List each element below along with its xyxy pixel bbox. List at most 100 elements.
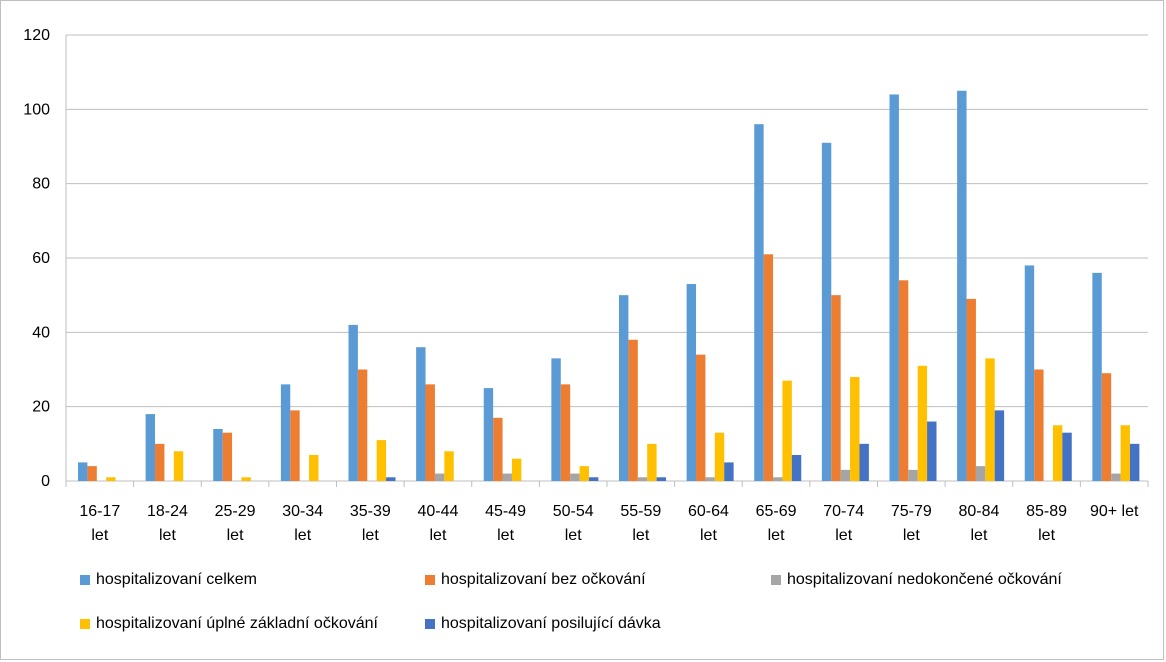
bar (155, 443, 165, 481)
bar (840, 469, 851, 481)
bar (705, 477, 715, 481)
bar (173, 451, 184, 481)
x-category-label: 16-17 (79, 503, 120, 520)
y-tick-label: 80 (32, 176, 50, 193)
bar (831, 295, 841, 481)
y-tick-label: 40 (32, 324, 50, 341)
bar (588, 477, 599, 481)
bar (570, 473, 580, 481)
x-category-label: 75-79 (891, 503, 932, 520)
bar (444, 451, 454, 481)
bar (551, 358, 561, 481)
legend-item: hospitalizovaní celkem (80, 570, 257, 590)
x-category-label: 18-24 (147, 503, 188, 520)
legend-swatch (80, 619, 90, 629)
bar (782, 380, 792, 481)
bar (78, 462, 88, 481)
x-category-label: let (700, 527, 717, 544)
bar (416, 347, 426, 481)
x-category-label: let (632, 527, 649, 544)
legend-swatch (80, 575, 90, 585)
x-category-label: let (159, 527, 176, 544)
x-category-label: let (903, 527, 920, 544)
legend-item: hospitalizovaní bez očkování (425, 570, 646, 590)
legend-label: hospitalizovaní posilující dávka (441, 615, 661, 632)
bar (145, 414, 156, 481)
x-category-label: 40-44 (417, 503, 458, 520)
bar (850, 376, 860, 481)
bar (889, 94, 899, 481)
bar (106, 477, 116, 481)
bar (1101, 373, 1112, 481)
bar (241, 477, 251, 481)
bar (773, 477, 783, 481)
x-category-label: 60-64 (688, 503, 729, 520)
bar (309, 454, 319, 481)
x-category-label: let (429, 527, 446, 544)
bar (386, 477, 396, 481)
x-category-label: 45-49 (485, 503, 526, 520)
x-category-label: 25-29 (215, 503, 256, 520)
x-category-label: 55-59 (620, 503, 661, 520)
bar (994, 410, 1005, 481)
bar (425, 384, 435, 481)
bar (376, 440, 387, 481)
x-category-label: let (294, 527, 311, 544)
legend-label: hospitalizovaní bez očkování (441, 571, 646, 588)
bar (290, 410, 300, 481)
bar (628, 339, 638, 481)
bar (898, 280, 909, 481)
y-tick-label: 0 (41, 473, 50, 490)
y-tick-label: 120 (23, 27, 50, 44)
x-category-label: let (497, 527, 514, 544)
x-category-label: 70-74 (823, 503, 864, 520)
bar (696, 354, 706, 481)
bar (859, 443, 869, 481)
x-category-label: let (768, 527, 785, 544)
bar (1052, 425, 1063, 481)
x-category-label: let (362, 527, 379, 544)
x-category-label: 30-34 (282, 503, 323, 520)
bar (357, 369, 368, 481)
legend-swatch (771, 575, 781, 585)
x-category-label: 85-89 (1026, 503, 1067, 520)
bar (579, 466, 589, 481)
bar (502, 473, 512, 481)
x-category-label: 50-54 (553, 503, 594, 520)
legend-label: hospitalizovaní celkem (96, 571, 257, 588)
y-tick-label: 20 (32, 399, 50, 416)
bar (985, 358, 995, 481)
bar (280, 384, 291, 481)
x-category-label: let (91, 527, 108, 544)
x-category-label: let (835, 527, 852, 544)
legend-label: hospitalizovaní úplné základní očkování (96, 615, 378, 632)
bar (511, 458, 522, 481)
bar (483, 388, 494, 481)
legend-item: hospitalizovaní posilující dávka (425, 614, 661, 634)
bar (927, 421, 937, 481)
bar (975, 466, 986, 481)
bar (966, 298, 976, 481)
y-tick-label: 100 (23, 101, 50, 118)
bar (754, 124, 764, 481)
legend-item: hospitalizovaní úplné základní očkování (80, 614, 378, 634)
bar (222, 432, 233, 481)
x-category-label: 80-84 (958, 503, 999, 520)
bar (619, 295, 629, 481)
bar (434, 473, 445, 481)
legend-swatch (425, 619, 435, 629)
x-category-label: let (1038, 527, 1055, 544)
bar (763, 254, 774, 481)
bar (791, 454, 802, 481)
legend-item: hospitalizovaní nedokončené očkování (771, 570, 1062, 590)
bar (1111, 473, 1121, 481)
bar (87, 466, 97, 481)
bar (724, 462, 734, 481)
bar (637, 477, 648, 481)
x-category-label: 65-69 (756, 503, 797, 520)
x-category-label: let (227, 527, 244, 544)
bar (1120, 425, 1130, 481)
bar (917, 365, 928, 481)
bar (1092, 272, 1102, 481)
